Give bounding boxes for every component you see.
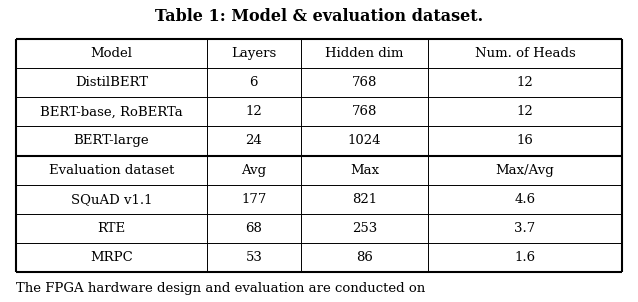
Text: Max/Avg: Max/Avg — [496, 164, 554, 177]
Text: 6: 6 — [249, 76, 258, 89]
Text: 12: 12 — [517, 76, 533, 89]
Text: 3.7: 3.7 — [514, 222, 536, 235]
Text: Avg: Avg — [241, 164, 267, 177]
Text: 253: 253 — [352, 222, 377, 235]
Text: Max: Max — [350, 164, 379, 177]
Text: 53: 53 — [246, 251, 262, 264]
Text: 1024: 1024 — [348, 134, 382, 147]
Text: SQuAD v1.1: SQuAD v1.1 — [71, 193, 152, 206]
Text: 4.6: 4.6 — [514, 193, 536, 206]
Text: BERT-large: BERT-large — [73, 134, 149, 147]
Text: Evaluation dataset: Evaluation dataset — [48, 164, 174, 177]
Text: BERT-base, RoBERTa: BERT-base, RoBERTa — [40, 105, 182, 118]
Text: 1.6: 1.6 — [514, 251, 536, 264]
Text: 16: 16 — [517, 134, 533, 147]
Text: 768: 768 — [352, 105, 377, 118]
Text: Model: Model — [91, 47, 133, 60]
Text: 86: 86 — [356, 251, 373, 264]
Text: Num. of Heads: Num. of Heads — [475, 47, 575, 60]
Text: Table 1: Model & evaluation dataset.: Table 1: Model & evaluation dataset. — [155, 8, 483, 25]
Text: 821: 821 — [352, 193, 377, 206]
Text: RTE: RTE — [98, 222, 126, 235]
Text: MRPC: MRPC — [90, 251, 133, 264]
Text: 24: 24 — [246, 134, 262, 147]
Text: 68: 68 — [246, 222, 262, 235]
Text: Hidden dim: Hidden dim — [325, 47, 404, 60]
Text: 12: 12 — [246, 105, 262, 118]
Text: 768: 768 — [352, 76, 377, 89]
Text: 177: 177 — [241, 193, 267, 206]
Text: The FPGA hardware design and evaluation are conducted on: The FPGA hardware design and evaluation … — [16, 282, 425, 295]
Text: DistilBERT: DistilBERT — [75, 76, 148, 89]
Text: 12: 12 — [517, 105, 533, 118]
Text: Layers: Layers — [231, 47, 276, 60]
